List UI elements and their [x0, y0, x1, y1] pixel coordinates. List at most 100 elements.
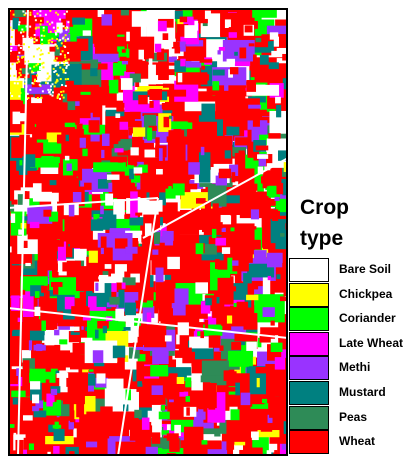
field-patch [29, 221, 40, 229]
field-patch [201, 65, 206, 70]
field-patch [114, 148, 124, 153]
field-patch [58, 29, 69, 40]
legend-item: Late Wheat [289, 331, 409, 356]
field-patch [176, 376, 185, 384]
field-patch [83, 141, 114, 149]
field-patch [210, 262, 218, 291]
field-patch [270, 320, 275, 326]
speckle [59, 78, 62, 81]
speckle [23, 13, 26, 16]
field-patch [243, 280, 277, 291]
field-patch [48, 211, 59, 222]
field-patch [188, 268, 217, 282]
speckle [9, 26, 12, 29]
speckle [41, 90, 44, 93]
field-patch [224, 286, 237, 292]
field-patch [166, 424, 171, 431]
field-patch [132, 365, 141, 388]
field-patch [12, 397, 18, 405]
field-patch [175, 216, 180, 224]
field-patch [199, 59, 213, 63]
field-patch [157, 121, 193, 129]
field-patch [201, 222, 209, 233]
field-patch [129, 73, 141, 83]
speckle [22, 10, 25, 13]
speckle [22, 35, 25, 38]
field-patch [232, 260, 239, 266]
field-patch [222, 39, 255, 62]
speckle [42, 61, 45, 64]
field-patch [246, 80, 257, 92]
field-patch [230, 205, 235, 216]
field-patch [52, 283, 59, 295]
speckle [49, 93, 52, 96]
speckle [16, 77, 19, 80]
speckle [67, 21, 70, 24]
field-patch [260, 427, 273, 432]
field-patch [212, 81, 220, 91]
speckle [40, 34, 43, 37]
field-patch [204, 200, 211, 210]
field-patch [183, 406, 197, 417]
field-patch [66, 373, 86, 387]
field-patch [144, 134, 176, 143]
speckle [59, 31, 62, 34]
speckle [61, 68, 64, 71]
field-patch [144, 97, 153, 104]
field-patch [194, 53, 206, 60]
speckle [54, 29, 57, 32]
field-patch [114, 238, 128, 249]
field-patch [151, 385, 163, 395]
speckle [32, 55, 35, 58]
field-patch [212, 307, 224, 318]
field-patch [95, 282, 99, 292]
speckle [49, 30, 52, 33]
field-patch [141, 379, 148, 384]
field-patch [234, 51, 238, 56]
speckle [42, 66, 45, 69]
speckle [51, 40, 54, 43]
field-patch [17, 24, 29, 32]
field-patch [138, 199, 163, 212]
field-patch [220, 214, 232, 225]
field-patch [217, 269, 231, 278]
speckle [59, 97, 62, 100]
field-patch [195, 243, 204, 255]
field-patch [24, 84, 51, 94]
speckle [9, 9, 12, 12]
field-patch [72, 170, 80, 177]
speckle [39, 84, 42, 87]
field-patch [173, 41, 180, 48]
field-patch [50, 388, 58, 396]
speckle [9, 74, 12, 77]
field-patch [282, 184, 288, 196]
field-patch [224, 19, 231, 28]
field-patch [198, 440, 222, 450]
field-patch [171, 167, 181, 188]
field-patch [93, 362, 105, 367]
field-patch [45, 367, 51, 372]
speckle [36, 74, 39, 77]
field-patch [17, 194, 24, 205]
field-patch [261, 34, 271, 42]
field-patch [92, 307, 126, 314]
field-patch [148, 58, 153, 67]
speckle [17, 44, 20, 47]
field-patch [56, 426, 88, 435]
speckle [41, 78, 44, 81]
speckle [18, 71, 21, 74]
field-patch [145, 425, 153, 438]
speckle [65, 66, 68, 69]
speckle [46, 51, 49, 54]
field-patch [23, 240, 28, 248]
field-patch [30, 285, 45, 297]
field-patch [223, 370, 230, 381]
field-patch [166, 136, 171, 143]
field-patch [257, 154, 269, 159]
speckle [31, 82, 34, 85]
speckle [36, 12, 39, 15]
field-patch [274, 399, 281, 405]
field-patch [86, 441, 98, 448]
legend-swatch [289, 282, 329, 307]
speckle [60, 42, 63, 45]
